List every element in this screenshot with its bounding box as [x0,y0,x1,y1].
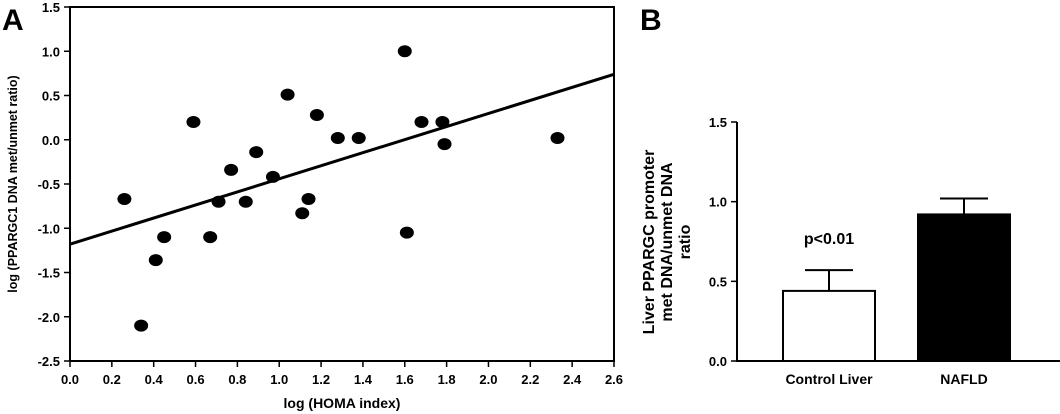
y-tick-label: 1.5 [42,0,60,15]
scatter-plot-frame [69,6,615,362]
scatter-point [351,131,366,144]
scatter-point [437,138,452,151]
scatter-point [238,195,253,208]
bar [917,213,1011,362]
bar-y-tick-label: 1.0 [709,195,727,210]
scatter-point [399,226,414,239]
x-tick-label: 2.0 [479,372,497,387]
panel-label-b: B [640,4,662,37]
x-axis-title: log (HOMA index) [284,395,401,411]
x-tick-label: 2.2 [521,372,539,387]
scatter-point [134,319,149,332]
scatter-panel: A 0.0 0.2 0.4 0.6 0.8 1.0 1.2 1.4 1.6 1.8 2.0 2.2 2.… [2,0,623,411]
x-tick-label: 0.6 [186,372,204,387]
bar-panel: B 0.0 0.5 1.0 1.5 Control Liver NAFLD p<0.01… [640,4,1060,387]
y-tick-label: -1.0 [38,221,60,236]
x-tick-label: 0.2 [103,372,121,387]
bar-category-label: Control Liver [785,371,873,387]
x-tick-label: 0.8 [228,372,246,387]
y-axis-ticks: -2.5 -2.0 -1.5 -1.0 -0.5 0.0 0.5 1.0 1.5 [38,0,70,369]
x-tick-label: 1.6 [396,372,414,387]
bar-y-axis-title: Liver PPARGC promoter met DNA/unmet DNA … [641,150,694,335]
x-tick-label: 1.8 [438,372,456,387]
scatter-point [249,146,264,159]
y-tick-label: -2.0 [38,310,60,325]
scatter-point [309,108,324,121]
x-tick-label: 1.4 [354,372,373,387]
scatter-points [117,45,565,332]
bar-y-ticks: 0.0 0.5 1.0 1.5 [709,115,737,369]
panel-label-a: A [2,4,24,37]
bar-category-label: NAFLD [940,371,987,387]
scatter-point [203,231,218,244]
x-tick-label: 0.0 [61,372,79,387]
y-tick-label: -0.5 [38,177,60,192]
scatter-point [157,231,172,244]
y-tick-label: -1.5 [38,266,60,281]
scatter-point [186,116,201,129]
scatter-point [435,116,450,129]
scatter-point [414,116,429,129]
y-tick-label: 1.0 [42,44,60,59]
bar [782,289,876,363]
x-tick-label: 2.4 [563,372,582,387]
scatter-point [550,131,565,144]
x-tick-label: 1.0 [270,372,288,387]
scatter-point [117,193,132,206]
bar-category-labels: Control Liver NAFLD [785,371,987,387]
bar-y-tick-label: 1.5 [709,115,727,130]
bar-y-tick-label: 0.0 [709,354,727,369]
scatter-point [397,45,412,58]
scatter-point [280,88,295,101]
scatter-point [295,207,310,220]
y-tick-label: -2.5 [38,354,60,369]
scatter-point [224,163,239,176]
scatter-point [301,193,316,206]
x-axis-ticks: 0.0 0.2 0.4 0.6 0.8 1.0 1.2 1.4 1.6 1.8 2.0 2.2 2.4 2… [61,361,623,387]
bar-y-tick-label: 0.5 [709,274,727,289]
scatter-point [148,254,163,267]
y-axis-title: log (PPARGC1 DNA met/unmet ratio) [6,75,20,292]
p-value-annotation: p<0.01 [804,231,854,248]
y-tick-label: 0.5 [42,89,60,104]
x-tick-label: 1.2 [312,372,330,387]
bar-y-title-line-2: met DNA/unmet DNA [659,162,676,322]
y-tick-label: 0.0 [42,133,60,148]
x-tick-label: 0.4 [145,372,164,387]
regression-line [69,72,615,246]
bars [782,197,1011,363]
bar-y-title-line-3: ratio [677,224,694,259]
bar-y-title-line-1: Liver PPARGC promoter [641,150,658,335]
x-tick-label: 2.6 [605,372,623,387]
scatter-point [330,131,345,144]
